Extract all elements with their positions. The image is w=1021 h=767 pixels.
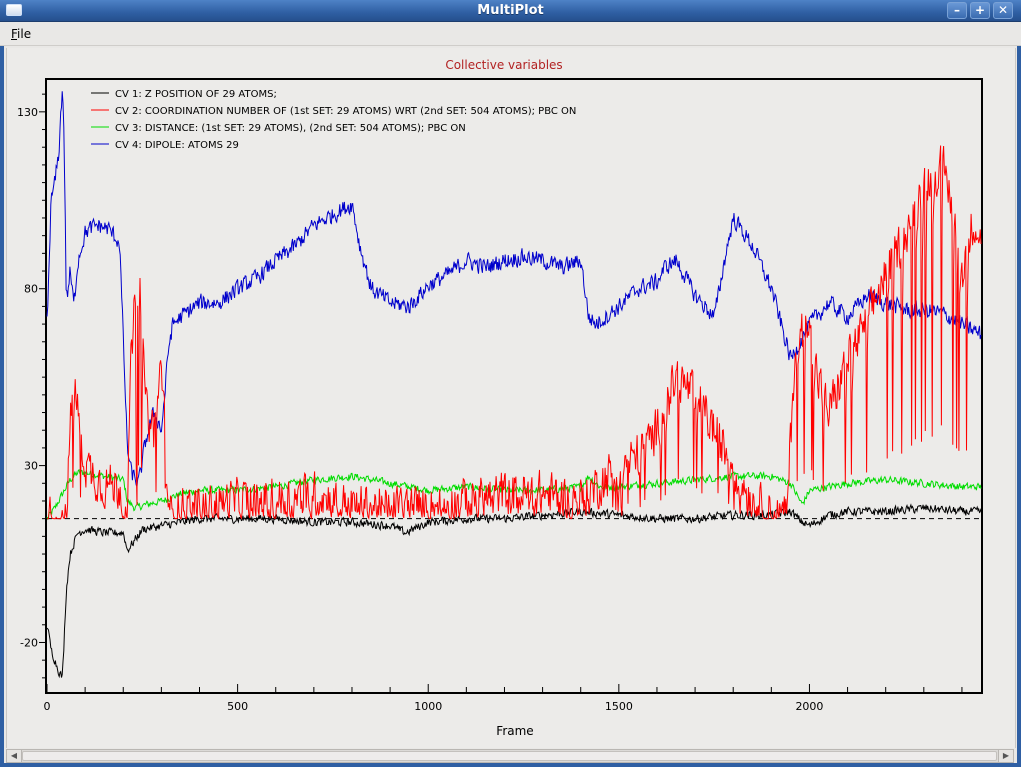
scroll-left-arrow-icon[interactable]: ◀: [7, 750, 22, 762]
window-border-right: [1017, 22, 1021, 767]
y-tick-label: 130: [17, 106, 38, 119]
y-axis: -20 30 80 130: [17, 93, 46, 679]
menu-bar: File: [0, 22, 1021, 46]
x-tick-label: 0: [44, 700, 51, 713]
window-border-left: [0, 22, 4, 767]
window-titlebar[interactable]: MultiPlot – + ✕: [0, 0, 1021, 22]
series-layer: [46, 91, 982, 679]
y-tick-label: -20: [20, 636, 38, 649]
menu-file-label: ile: [17, 27, 32, 41]
x-axis: 0 500 1000 1500 2000: [44, 684, 963, 713]
legend-label-cv4: CV 4: DIPOLE: ATOMS 29: [115, 140, 239, 151]
scrollbar-thumb[interactable]: [22, 751, 997, 761]
chart-svg[interactable]: Collective variables -20 30 80 130 0 500 1000…: [7, 48, 1015, 748]
menu-file[interactable]: File: [11, 27, 31, 41]
window-border-bottom: [0, 763, 1021, 767]
legend-label-cv2: CV 2: COORDINATION NUMBER OF (1st SET: 2…: [115, 106, 576, 117]
series-line-cv1: [46, 503, 982, 679]
legend-label-cv3: CV 3: DISTANCE: (1st SET: 29 ATOMS), (2n…: [115, 123, 466, 134]
menu-file-mnemonic: F: [11, 27, 18, 41]
chart-title: Collective variables: [445, 58, 562, 72]
legend-label-cv1: CV 1: Z POSITION OF 29 ATOMS;: [115, 89, 277, 100]
plot-frame: [45, 78, 983, 694]
window-title: MultiPlot: [477, 3, 544, 18]
legend: CV 1: Z POSITION OF 29 ATOMS; CV 2: COORD…: [91, 89, 576, 151]
x-axis-label: Frame: [496, 724, 533, 738]
y-tick-label: 80: [24, 283, 38, 296]
maximize-button[interactable]: +: [970, 2, 990, 19]
plot-area: Collective variables -20 30 80 130 0 500 1000…: [6, 48, 1016, 748]
window-menu-icon[interactable]: [6, 4, 22, 16]
scroll-right-arrow-icon[interactable]: ▶: [998, 750, 1013, 762]
minimize-button[interactable]: –: [947, 2, 967, 19]
series-line-cv2: [47, 145, 982, 520]
y-tick-label: 30: [24, 460, 38, 473]
x-tick-label: 1000: [414, 700, 442, 713]
x-tick-label: 1500: [605, 700, 633, 713]
series-line-cv4: [46, 91, 982, 488]
x-tick-label: 2000: [795, 700, 823, 713]
horizontal-scrollbar[interactable]: ◀ ▶: [6, 749, 1014, 763]
close-button[interactable]: ✕: [993, 2, 1013, 19]
x-tick-label: 500: [227, 700, 248, 713]
